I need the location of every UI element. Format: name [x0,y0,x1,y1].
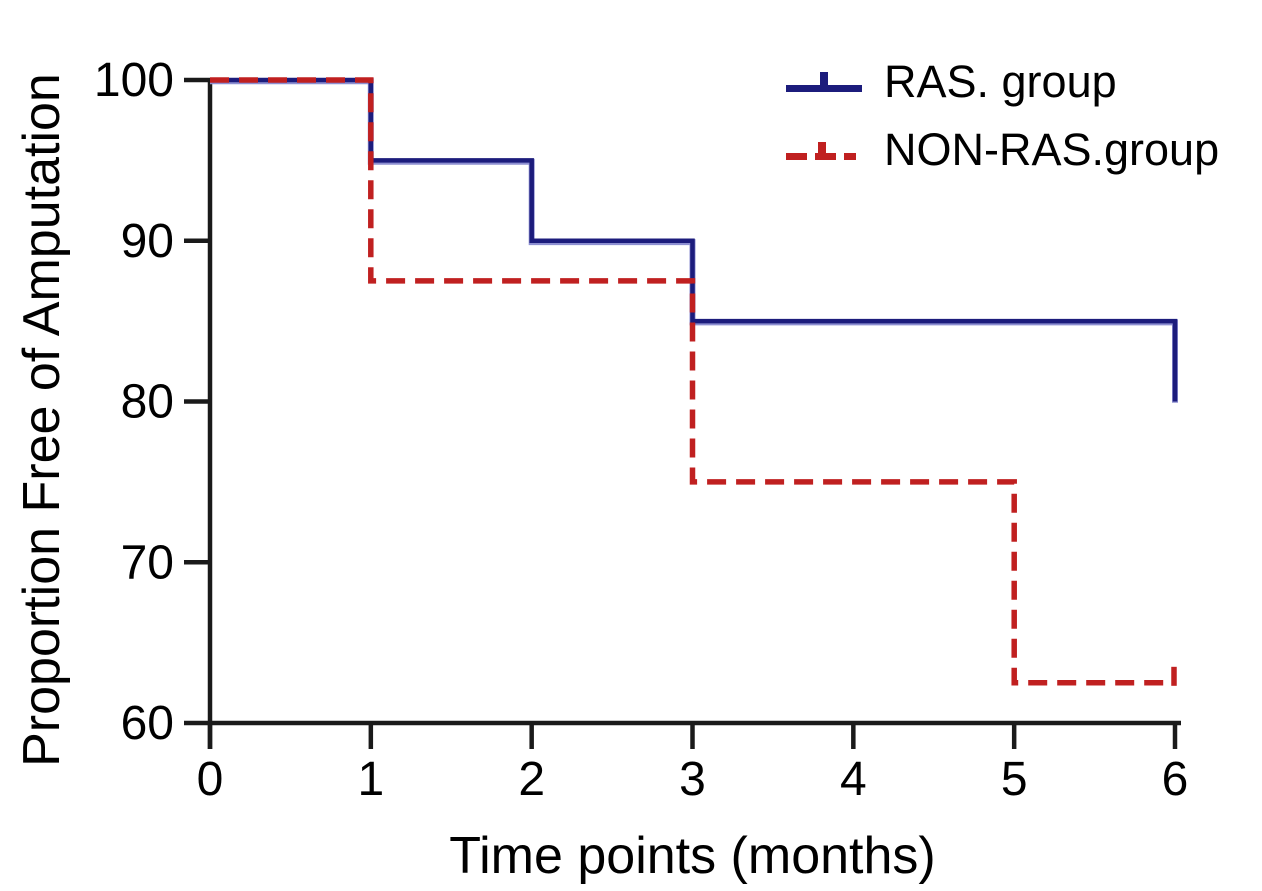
x-tick-label: 3 [679,753,706,806]
x-axis-title: Time points (months) [449,827,936,885]
legend: RAS. group NON-RAS.group [786,56,1219,176]
non-ras-line-swatch-icon [786,137,862,163]
y-axis-title: Proportion Free of Amputation [13,73,71,767]
non-ras-swatch-dash [786,153,807,160]
x-tick-label: 4 [840,753,867,806]
legend-label-ras: RAS. group [884,56,1117,108]
x-tick-label: 5 [1001,753,1028,806]
y-tick-label: 100 [94,54,174,107]
x-tick-label: 2 [518,753,545,806]
x-tick-label: 0 [197,753,224,806]
y-tick-label: 70 [121,536,174,589]
ras-line-swatch-icon [786,69,862,95]
y-tick-label: 60 [121,697,174,750]
legend-item-non-ras: NON-RAS.group [786,124,1219,176]
x-tick-label: 1 [357,753,384,806]
series-line-non-ras-group [210,77,1175,686]
legend-label-non-ras: NON-RAS.group [884,124,1220,176]
legend-item-ras: RAS. group [786,56,1219,108]
ras-swatch-censor-tick [820,72,828,92]
x-tick-label: 6 [1162,753,1189,806]
y-tick-label: 80 [121,376,174,429]
non-ras-swatch-censor-tick [818,142,826,160]
y-tick-label: 90 [121,215,174,268]
non-ras-swatch-dash [844,153,856,160]
